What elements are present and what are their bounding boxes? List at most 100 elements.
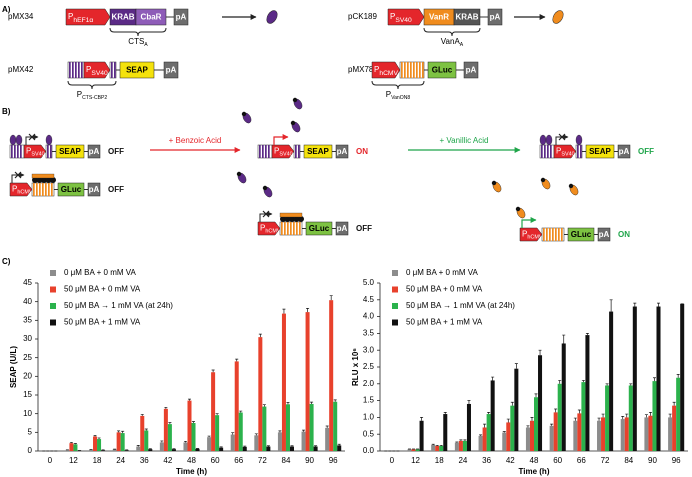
- bar: [254, 435, 259, 451]
- error-bar: [207, 435, 211, 438]
- error-bar: [585, 333, 589, 336]
- bar: [238, 412, 243, 451]
- status: OFF: [356, 224, 372, 233]
- error-bar: [676, 374, 680, 378]
- repressor: [9, 134, 17, 146]
- bar: [93, 436, 98, 451]
- error-bar: [136, 445, 140, 447]
- status: OFF: [638, 147, 654, 156]
- x-tick-label: 24: [458, 456, 467, 465]
- error-bar: [258, 333, 262, 338]
- legend-swatch: [392, 270, 398, 276]
- x-tick-label: 72: [601, 456, 610, 465]
- operator-stripe: [561, 228, 563, 241]
- error-bar: [668, 413, 672, 418]
- bar: [140, 415, 145, 451]
- error-bar: [514, 363, 518, 369]
- error-bar: [302, 429, 306, 432]
- promoter-label-main: P: [274, 147, 279, 156]
- operator-stripe: [555, 228, 557, 241]
- operator-stripe: [259, 145, 261, 158]
- bar: [534, 397, 539, 451]
- operator-stripe: [416, 62, 418, 78]
- bar: [211, 372, 216, 451]
- brace-label-sub: A: [460, 42, 464, 48]
- error-bar: [278, 430, 282, 433]
- plasmid-name: pCK189: [348, 12, 377, 21]
- repressor-cap: [31, 173, 55, 179]
- promoter-label: PhCMV: [522, 230, 543, 241]
- error-bar: [657, 302, 661, 307]
- operator-stripe: [111, 62, 113, 78]
- legend-label: 50 μM BA → 1 mM VA (at 24h): [406, 301, 515, 310]
- part-label: KRAB: [111, 13, 134, 22]
- x-axis-label: Time (h): [519, 467, 550, 476]
- y-tick-label: 2.0: [363, 379, 375, 388]
- legend-label: 50 μM BA + 1 mM VA: [406, 318, 483, 327]
- part-box: [335, 221, 349, 236]
- panel-label: B): [2, 107, 11, 116]
- transition-label: + Benzoic Acid: [169, 136, 222, 145]
- bar: [443, 414, 448, 451]
- x-tick-label: 48: [530, 456, 539, 465]
- error-bar: [325, 425, 329, 428]
- bar: [605, 385, 610, 451]
- y-tick-label: 25: [23, 353, 32, 362]
- y-tick-label: 0.5: [363, 429, 375, 438]
- error-bar: [581, 380, 585, 383]
- bar: [136, 446, 141, 451]
- error-bar: [329, 295, 333, 301]
- brace: [423, 27, 481, 37]
- bar: [557, 383, 562, 451]
- bar: [573, 420, 578, 451]
- y-axis-label: SEAP (U/L): [9, 346, 18, 388]
- error-bar: [431, 443, 435, 445]
- error-bar: [463, 439, 467, 441]
- promoter-label-sub: SV40: [395, 17, 412, 24]
- bar: [581, 382, 586, 451]
- bar: [680, 303, 685, 451]
- transcription-start: [273, 134, 289, 145]
- error-bar: [243, 445, 247, 447]
- promoter-label: PhCMV: [12, 185, 33, 196]
- protein: [266, 10, 278, 24]
- bar: [668, 417, 673, 451]
- error-bar: [93, 434, 97, 437]
- error-bar: [160, 440, 164, 443]
- plasmid-name: pMX34: [8, 12, 34, 21]
- transition-label: + Vanillic Acid: [440, 136, 489, 145]
- y-tick-label: 2.5: [363, 362, 375, 371]
- bar: [525, 427, 530, 451]
- error-bar: [467, 400, 471, 404]
- plasmid-name: pMX78: [348, 65, 374, 74]
- bar: [112, 449, 117, 451]
- promoter-label-sub: SV40: [31, 152, 44, 158]
- bar: [431, 444, 436, 451]
- promoter-label: PhCMV: [374, 65, 399, 77]
- operator: [399, 61, 425, 79]
- ligand: [568, 183, 574, 189]
- x-tick-label: 66: [234, 456, 243, 465]
- bar: [230, 434, 235, 451]
- brace: [67, 80, 117, 90]
- error-bar: [502, 431, 506, 433]
- error-bar: [605, 383, 609, 386]
- error-bar: [215, 413, 219, 416]
- status: ON: [356, 147, 368, 156]
- promoter: [65, 8, 111, 26]
- legend-label: 0 μM BA + 0 mM VA: [406, 268, 478, 277]
- operator-stripe: [50, 145, 52, 158]
- error-bar: [558, 380, 562, 384]
- blocked-start: [555, 134, 569, 145]
- bar: [65, 450, 70, 451]
- brace-label: PVanON8: [386, 90, 411, 101]
- error-bar: [211, 369, 215, 373]
- operator-stripe: [558, 228, 560, 241]
- bar: [462, 440, 467, 451]
- y-tick-label: 1.0: [363, 413, 375, 422]
- part-label: pA: [89, 185, 100, 194]
- operator-stripe: [281, 222, 283, 235]
- x-tick-label: 72: [258, 456, 267, 465]
- part-label: pA: [176, 13, 187, 22]
